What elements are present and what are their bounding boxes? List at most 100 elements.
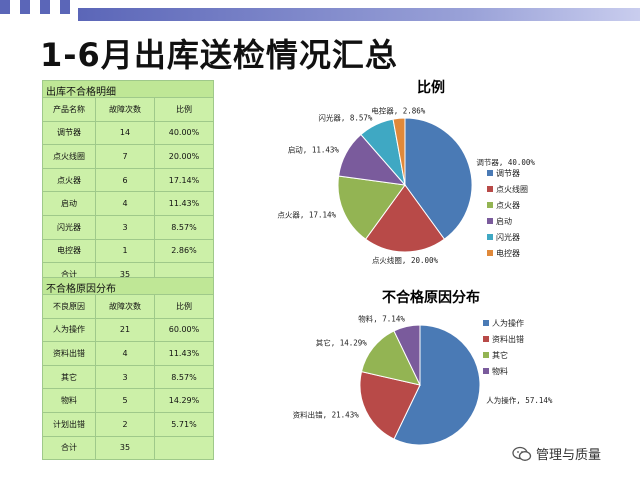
table-caption: 不合格原因分布 bbox=[43, 278, 213, 295]
table-row: 人为操作 21 60.00% bbox=[43, 318, 213, 343]
pie-data-label: 点火线圈, 20.00% bbox=[372, 255, 439, 265]
corner-checker-decoration bbox=[0, 0, 70, 14]
table-cell: 调节器 bbox=[43, 121, 96, 145]
legend-swatch bbox=[487, 202, 493, 208]
chart-title: 不合格原因分布 bbox=[382, 289, 480, 306]
pie-data-label: 闪光器, 8.57% bbox=[318, 112, 373, 122]
legend-swatch bbox=[487, 170, 493, 176]
table-cell: 计划出错 bbox=[43, 412, 96, 436]
table-cell: 14.29% bbox=[168, 396, 200, 406]
pie-data-label: 其它, 14.29% bbox=[316, 338, 368, 348]
table-cell: 6 bbox=[96, 168, 155, 192]
table-cell: 2 bbox=[96, 412, 155, 436]
legend-label: 资料出错 bbox=[492, 334, 524, 344]
legend-swatch bbox=[487, 186, 493, 192]
pie-slice bbox=[393, 324, 421, 386]
table-row: 资料出错 4 11.43% bbox=[43, 342, 213, 366]
table-header-cell: 比例 bbox=[176, 301, 192, 311]
legend-label: 点火线圈 bbox=[496, 184, 528, 194]
table-cell: 2.86% bbox=[171, 246, 197, 256]
table-header-cell: 比例 bbox=[176, 104, 192, 114]
table-header-row: 不良原因 故障次数 比例 bbox=[43, 295, 213, 319]
wechat-icon bbox=[512, 446, 532, 461]
table-cell: 人为操作 bbox=[43, 318, 96, 342]
table-row: 点火器 6 17.14% bbox=[43, 168, 213, 193]
table-row: 其它 3 8.57% bbox=[43, 365, 213, 390]
table-cell: 资料出错 bbox=[43, 342, 96, 365]
table-header-cell: 故障次数 bbox=[96, 98, 155, 121]
table-cell: 点火器 bbox=[43, 168, 96, 192]
pie-data-label: 电控器, 2.86% bbox=[371, 105, 426, 115]
legend-swatch bbox=[483, 368, 489, 374]
table-row: 物料 5 14.29% bbox=[43, 389, 213, 413]
pie-data-label: 调节器, 40.00% bbox=[476, 158, 535, 167]
footer-text: 管理与质量 bbox=[536, 448, 602, 463]
table-total-row: 合计 35 bbox=[43, 436, 213, 460]
pie-data-label: 资料出错, 21.43% bbox=[293, 410, 360, 420]
table-cell: 3 bbox=[96, 365, 155, 389]
table-cell: 其它 bbox=[43, 365, 96, 389]
pie-slice bbox=[404, 117, 473, 240]
table-cell: 电控器 bbox=[43, 239, 96, 263]
table-cell: 4 bbox=[96, 342, 155, 365]
header-gradient-bar bbox=[78, 8, 640, 21]
legend-swatch bbox=[487, 250, 493, 256]
table-row: 计划出错 2 5.71% bbox=[43, 412, 213, 437]
table-header-cell: 不良原因 bbox=[43, 295, 96, 318]
legend-label: 电控器 bbox=[496, 248, 520, 258]
pie-slice bbox=[337, 175, 406, 240]
legend-swatch bbox=[483, 320, 489, 326]
table-cell: 3 bbox=[96, 215, 155, 239]
table-cell: 合计 bbox=[43, 263, 96, 286]
table-caption: 出库不合格明细 bbox=[43, 81, 213, 98]
pie-slice bbox=[360, 330, 421, 386]
table-cell: 5 bbox=[96, 389, 155, 412]
pie-slice bbox=[393, 324, 481, 446]
table-cell: 闪光器 bbox=[43, 215, 96, 239]
table-row: 启动 4 11.43% bbox=[43, 192, 213, 216]
table-cell: 5.71% bbox=[171, 419, 197, 429]
legend-label: 其它 bbox=[492, 350, 508, 360]
legend-label: 调节器 bbox=[496, 169, 520, 178]
table-cell: 4 bbox=[96, 192, 155, 215]
table-total-row: 合计 35 bbox=[43, 263, 213, 286]
legend-swatch bbox=[483, 352, 489, 358]
chart-title: 比例 bbox=[417, 79, 445, 96]
pie-data-label: 点火器, 17.14% bbox=[277, 210, 336, 219]
pie-slice bbox=[364, 184, 446, 253]
table-cell: 17.14% bbox=[168, 175, 200, 185]
table-header-cell: 故障次数 bbox=[96, 295, 155, 318]
table-cell: 物料 bbox=[43, 389, 96, 412]
footer-brand: 管理与质量 bbox=[512, 444, 601, 463]
table-cell: 11.43% bbox=[168, 199, 200, 209]
table-row: 电控器 1 2.86% bbox=[43, 239, 213, 264]
legend-label: 点火器 bbox=[496, 201, 520, 210]
pie-slice bbox=[392, 117, 406, 186]
legend-label: 人为操作 bbox=[492, 318, 524, 328]
table-cell: 合计 bbox=[43, 436, 96, 460]
defect-cause-table: 不合格原因分布 不良原因 故障次数 比例 人为操作 21 60.00% 资料出错… bbox=[42, 277, 214, 461]
table-cell: 20.00% bbox=[168, 151, 200, 161]
table-row: 点火线圈 7 20.00% bbox=[43, 145, 213, 169]
table-header-row: 产品名称 故障次数 比例 bbox=[43, 98, 213, 122]
table-cell: 21 bbox=[96, 318, 155, 342]
table-cell: 8.57% bbox=[171, 372, 197, 382]
table-cell: 点火线圈 bbox=[43, 145, 96, 168]
table-cell: 启动 bbox=[43, 192, 96, 215]
table-cell: 1 bbox=[96, 239, 155, 263]
table-cell: 35 bbox=[96, 436, 155, 460]
legend-swatch bbox=[483, 336, 489, 342]
pie-slice bbox=[359, 371, 421, 440]
table-cell: 11.43% bbox=[168, 348, 200, 358]
table-row: 调节器 14 40.00% bbox=[43, 121, 213, 146]
table-cell: 8.57% bbox=[171, 222, 197, 232]
pie-data-label: 启动, 11.43% bbox=[288, 144, 340, 154]
table-row: 闪光器 3 8.57% bbox=[43, 215, 213, 240]
defect-detail-table: 出库不合格明细 产品名称 故障次数 比例 调节器 14 40.00% 点火线圈 … bbox=[42, 80, 214, 287]
table-cell: 60.00% bbox=[168, 325, 200, 335]
legend-label: 启动 bbox=[496, 216, 512, 226]
legend-label: 闪光器 bbox=[496, 232, 520, 242]
